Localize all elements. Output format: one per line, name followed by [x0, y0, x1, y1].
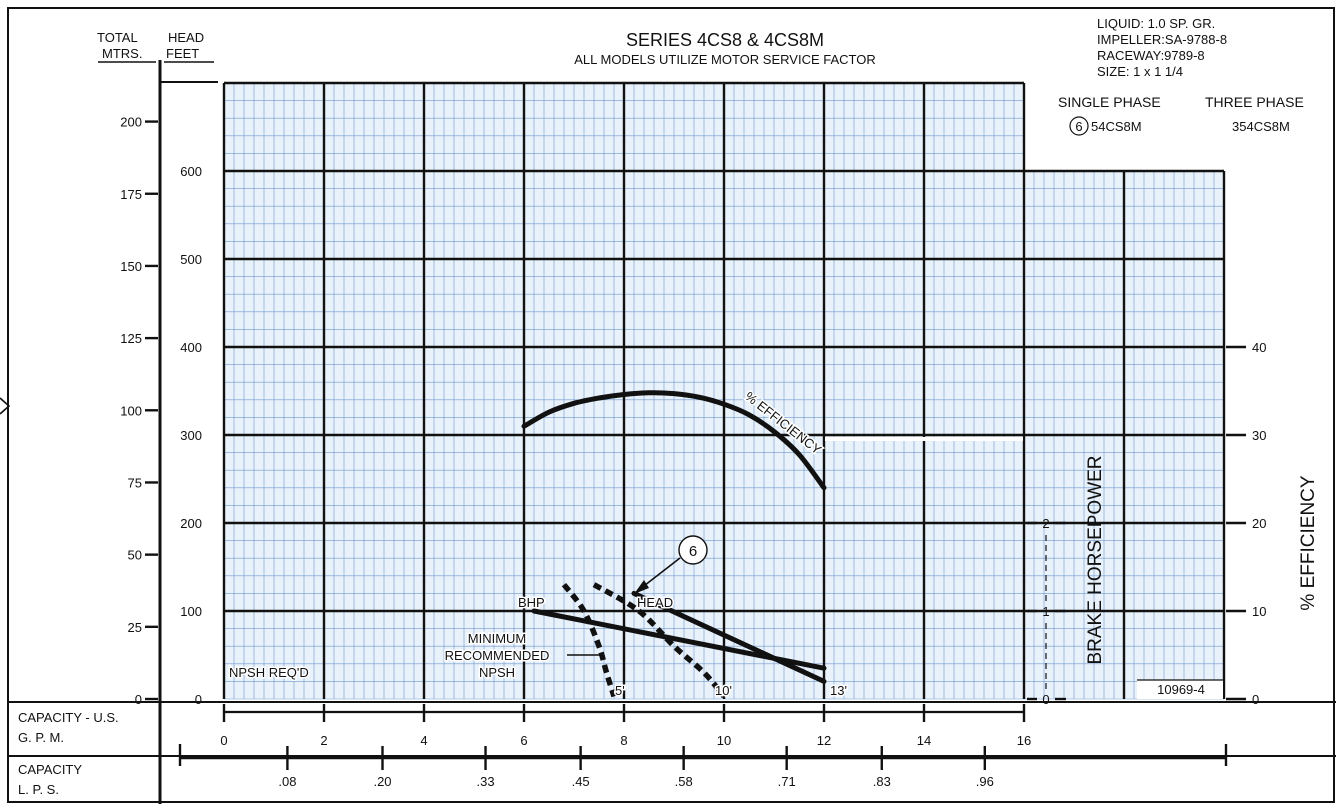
bhp-tick-label: 0 — [1042, 692, 1049, 707]
eff-tick-label: 30 — [1252, 428, 1266, 443]
callout-circle — [678, 535, 708, 565]
mtrs-tick-label: 75 — [128, 475, 142, 490]
curve-number: 6 — [1075, 119, 1082, 134]
feet-tick-label: 600 — [180, 164, 202, 179]
major-grid — [222, 81, 1226, 699]
three-phase-header: THREE PHASE — [1205, 94, 1304, 110]
feet-tick-label: 200 — [180, 516, 202, 531]
bhp-axis-title: BRAKE HORSEPOWER — [1085, 455, 1106, 664]
mtrs-tick-label: 25 — [128, 620, 142, 635]
npsh-curve-5 — [561, 582, 617, 698]
total-head-label: TOTAL — [97, 30, 138, 45]
capacity-lps-label-2: L. P. S. — [18, 782, 59, 797]
bhp-curve-label: BHP — [518, 595, 545, 610]
npsh-required-label: NPSH REQ'D — [229, 665, 309, 680]
gpm-tick-label: 0 — [220, 733, 227, 748]
gpm-tick-label: 4 — [420, 733, 427, 748]
grid-notch — [825, 437, 1023, 441]
bhp-tick-label: 2 — [1042, 516, 1049, 531]
gpm-tick-label: 16 — [1017, 733, 1031, 748]
raceway-info: RACEWAY:9789-8 — [1097, 48, 1205, 63]
eff-tick-label: 20 — [1252, 516, 1266, 531]
curve-number-circle — [1069, 116, 1089, 136]
mtrs-tick-label: 175 — [120, 187, 142, 202]
single-phase-header: SINGLE PHASE — [1058, 94, 1161, 110]
single-phase-model: 54CS8M — [1091, 119, 1142, 134]
efficiency-curve — [521, 390, 827, 491]
feet-tick-label: 0 — [195, 692, 202, 707]
npsh-13-label: 13' — [830, 683, 847, 698]
gpm-tick-label: 10 — [717, 733, 731, 748]
impeller-info: IMPELLER:SA-9788-8 — [1097, 32, 1227, 47]
gpm-tick-label: 12 — [817, 733, 831, 748]
chart-subtitle: ALL MODELS UTILIZE MOTOR SERVICE FACTOR — [574, 52, 875, 67]
feet-tick-label: 100 — [180, 604, 202, 619]
feet-tick-label: 300 — [180, 428, 202, 443]
npsh-10-label: 10' — [715, 683, 732, 698]
labels: TOTAL HEAD MTRS. FEET SERIES 4CS8 & 4CS8M ALL… — [18, 16, 1319, 797]
gpm-tick-label: 2 — [320, 733, 327, 748]
bhp-tick-label: 1 — [1042, 604, 1049, 619]
lps-tick-label: .83 — [873, 774, 891, 789]
curves — [521, 390, 827, 699]
lps-tick-label: .45 — [572, 774, 590, 789]
eff-tick-label: 0 — [1252, 692, 1259, 707]
callout-arrow-icon — [634, 580, 649, 594]
efficiency-axis-title: % EFFICIENCY — [1298, 475, 1319, 610]
mtrs-tick-label: 200 — [120, 115, 142, 130]
mtrs-tick-label: 50 — [128, 548, 142, 563]
lps-tick-label: .96 — [976, 774, 994, 789]
mtrs-tick-label: 125 — [120, 331, 142, 346]
gpm-tick-label: 14 — [917, 733, 931, 748]
lps-tick-label: .33 — [476, 774, 494, 789]
feet-tick-label: 400 — [180, 340, 202, 355]
capacity-gpm-label-1: CAPACITY - U.S. — [18, 710, 119, 725]
lps-tick-label: .71 — [778, 774, 796, 789]
mtrs-tick-label: 150 — [120, 259, 142, 274]
minimum-npsh-label: MINIMUM — [468, 631, 527, 646]
minimum-npsh-label: RECOMMENDED — [445, 648, 550, 663]
mtrs-tick-label: 100 — [120, 403, 142, 418]
feet-tick-label: 500 — [180, 252, 202, 267]
head-curve — [631, 590, 827, 684]
head-curve-label: HEAD — [637, 595, 673, 610]
npsh-5-label: 5' — [615, 683, 625, 698]
capacity-gpm-label-2: G. P. M. — [18, 730, 64, 745]
chart-title: SERIES 4CS8 & 4CS8M — [626, 30, 824, 50]
three-phase-model: 354CS8M — [1232, 119, 1290, 134]
head-label: HEAD — [168, 30, 204, 45]
left-edge-arrow-icon — [0, 397, 11, 415]
mtrs-label: MTRS. — [102, 46, 142, 61]
callout-leader — [639, 557, 681, 590]
lps-tick-label: .08 — [278, 774, 296, 789]
liquid-info: LIQUID: 1.0 SP. GR. — [1097, 16, 1215, 31]
minimum-npsh-label: NPSH — [479, 665, 515, 680]
mtrs-tick-label: 0 — [135, 692, 142, 707]
feet-label: FEET — [166, 46, 199, 61]
bhp-curve — [531, 608, 827, 671]
size-info: SIZE: 1 x 1 1/4 — [1097, 64, 1183, 79]
gpm-tick-label: 6 — [520, 733, 527, 748]
chart-frame — [0, 7, 1336, 804]
capacity-lps-label-1: CAPACITY — [18, 762, 82, 777]
drawing-number: 10969-4 — [1157, 682, 1205, 697]
eff-tick-label: 10 — [1252, 604, 1266, 619]
gpm-tick-label: 8 — [620, 733, 627, 748]
callout-number: 6 — [689, 543, 697, 560]
drawing-number-box — [1137, 680, 1223, 699]
lps-tick-label: .20 — [373, 774, 391, 789]
lps-tick-label: .58 — [675, 774, 693, 789]
eff-tick-label: 40 — [1252, 340, 1266, 355]
